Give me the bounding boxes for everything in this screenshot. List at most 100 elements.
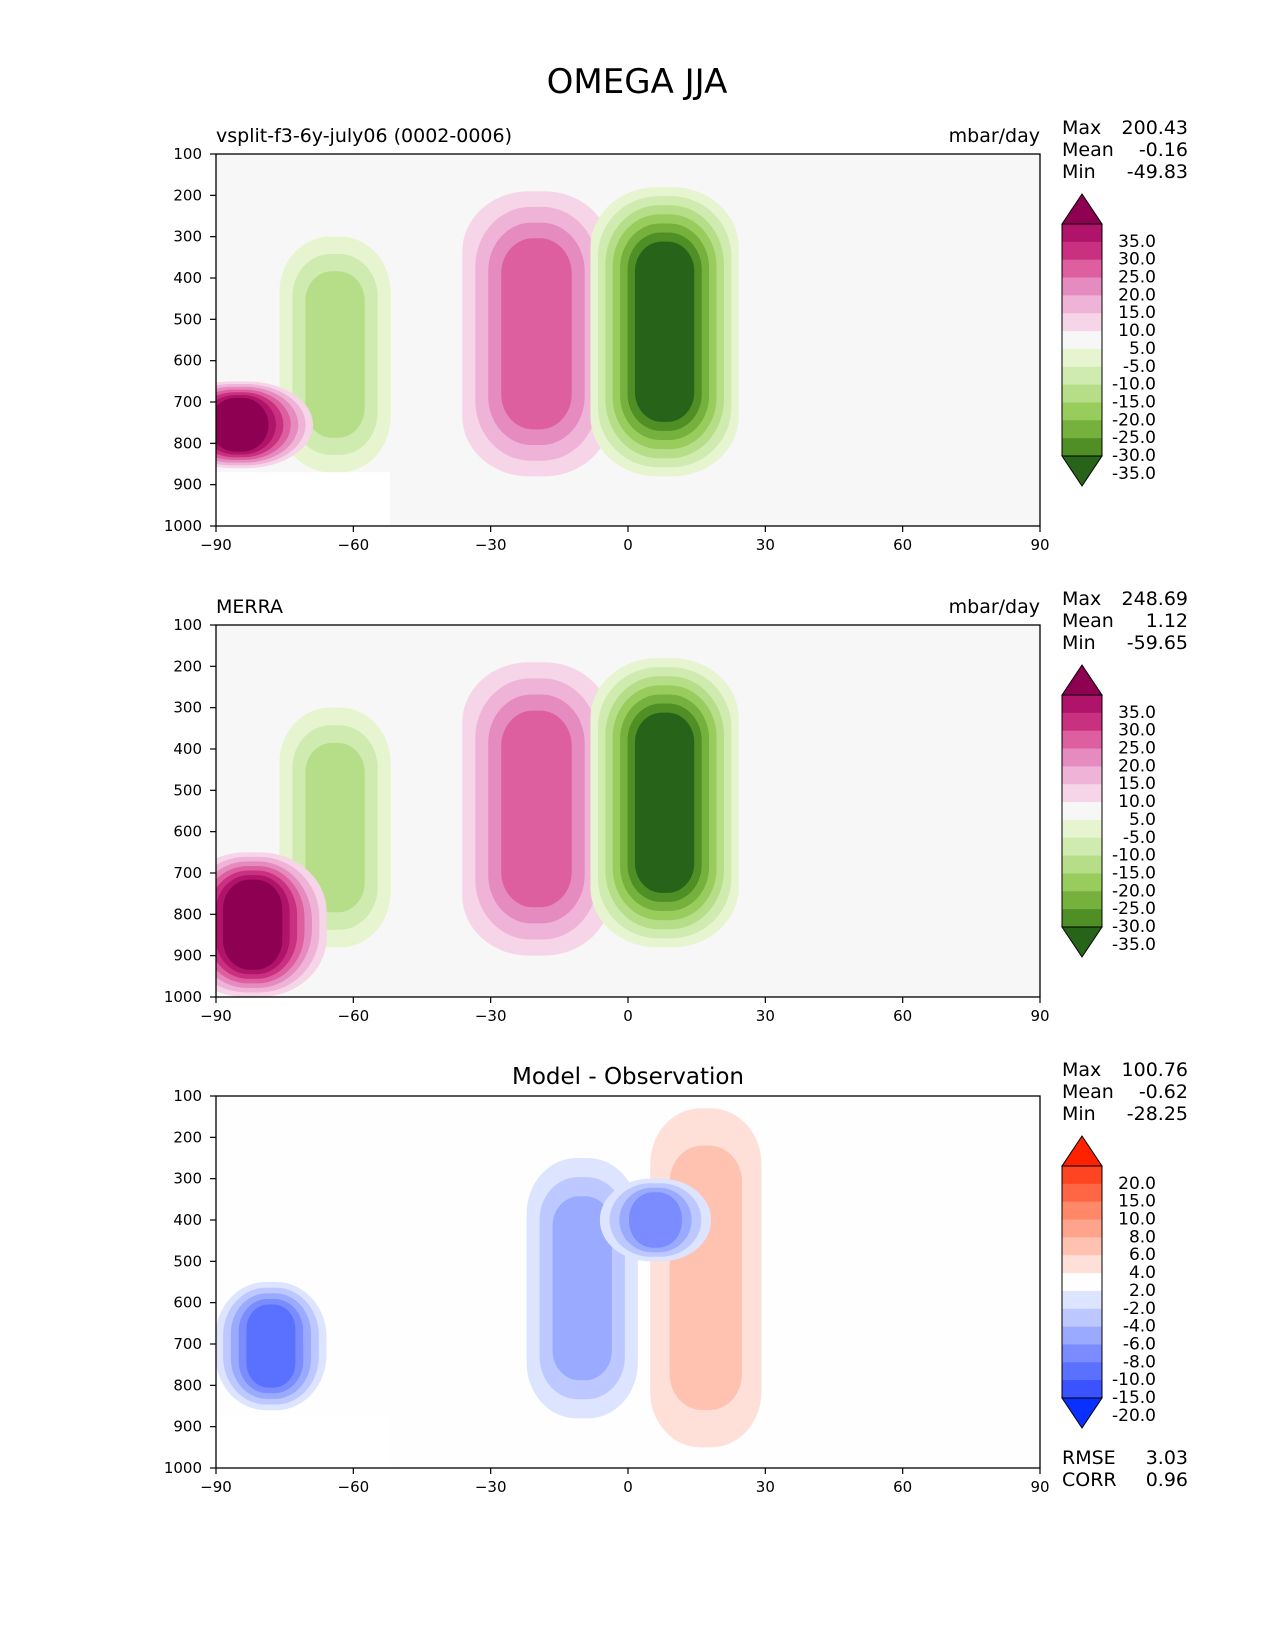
colorbar-segment bbox=[1062, 420, 1102, 439]
panel-title: MERRA bbox=[216, 596, 283, 618]
metric-label: RMSE bbox=[1062, 1447, 1116, 1469]
stat-value: 248.69 bbox=[1122, 588, 1188, 610]
y-tick-label: 300 bbox=[173, 699, 202, 717]
x-tick-label: 60 bbox=[893, 536, 912, 554]
masked-region bbox=[216, 472, 390, 526]
y-tick-label: 500 bbox=[173, 1252, 202, 1270]
x-tick-label: 0 bbox=[623, 536, 633, 554]
stat-value: -28.25 bbox=[1127, 1103, 1188, 1125]
contour-feature bbox=[216, 852, 327, 997]
y-tick-label: 800 bbox=[173, 1376, 202, 1394]
y-tick-label: 500 bbox=[173, 781, 202, 799]
colorbar-segment bbox=[1062, 730, 1102, 750]
contour-level bbox=[634, 241, 695, 422]
stats-block: Max 100.76 Mean -0.62 Min -28.25 bbox=[1062, 1059, 1188, 1125]
colorbar-segment bbox=[1062, 1201, 1102, 1221]
y-tick-label: 800 bbox=[173, 434, 202, 452]
colorbar-segment bbox=[1062, 1166, 1102, 1185]
colorbar-label: -35.0 bbox=[1112, 935, 1156, 955]
x-tick-label: 90 bbox=[1030, 1007, 1049, 1025]
colorbar-frame bbox=[1061, 223, 1103, 457]
x-tick-label: 0 bbox=[623, 1478, 633, 1496]
y-tick-label: 200 bbox=[173, 657, 202, 675]
contour-feature bbox=[590, 187, 739, 477]
colorbar-label: 25.0 bbox=[1118, 268, 1156, 288]
contour-level bbox=[246, 1304, 296, 1388]
colorbar-segment bbox=[1062, 259, 1102, 279]
units-label: mbar/day bbox=[949, 596, 1040, 618]
colorbar-label: -25.0 bbox=[1112, 899, 1156, 919]
colorbar-label: 10.0 bbox=[1118, 321, 1156, 341]
colorbar-label: 6.0 bbox=[1129, 1245, 1156, 1265]
colorbar-segment bbox=[1062, 438, 1102, 457]
contour-level bbox=[305, 742, 365, 913]
colorbar-segment bbox=[1062, 313, 1102, 332]
colorbar-label: 20.0 bbox=[1118, 1174, 1156, 1194]
colorbar-label: 30.0 bbox=[1118, 721, 1156, 741]
y-tick-label: 100 bbox=[173, 616, 202, 634]
colorbar-label: -30.0 bbox=[1112, 917, 1156, 937]
panels: −90 −60 −30 0 30 60 90100200300400500600700800… bbox=[164, 117, 1188, 1496]
colorbar-segment bbox=[1062, 331, 1102, 350]
colorbar-extend-bottom bbox=[1061, 926, 1103, 958]
colorbar-label: 5.0 bbox=[1129, 810, 1156, 830]
colorbar-extend-bottom bbox=[1061, 455, 1103, 487]
contour-feature bbox=[462, 191, 611, 477]
x-tick-label: 90 bbox=[1030, 536, 1049, 554]
x-tick-label: −30 bbox=[475, 536, 507, 554]
x-tick-label: 60 bbox=[893, 1478, 912, 1496]
x-tick-label: 30 bbox=[756, 1007, 775, 1025]
colorbar-label: -5.0 bbox=[1123, 357, 1156, 377]
colorbar-segment bbox=[1062, 1273, 1102, 1292]
x-tick-label: −30 bbox=[475, 1007, 507, 1025]
y-tick-label: 600 bbox=[173, 352, 202, 370]
contour-feature bbox=[650, 1108, 762, 1448]
stat-label: Min bbox=[1062, 632, 1096, 654]
colorbar-label: -6.0 bbox=[1123, 1334, 1156, 1354]
colorbar-label: 15.0 bbox=[1118, 774, 1156, 794]
units-label: mbar/day bbox=[949, 125, 1040, 147]
colorbar-segment bbox=[1062, 366, 1102, 386]
colorbar-label: 35.0 bbox=[1118, 703, 1156, 723]
colorbar-label: -35.0 bbox=[1112, 464, 1156, 484]
y-tick-label: 400 bbox=[173, 269, 202, 287]
x-tick-label: −60 bbox=[338, 536, 370, 554]
colorbar-frame bbox=[1061, 694, 1103, 928]
contour-feature bbox=[590, 658, 739, 948]
colorbar-label: 2.0 bbox=[1129, 1281, 1156, 1301]
stat-label: Min bbox=[1062, 1103, 1096, 1125]
contour-fields bbox=[216, 1108, 762, 1468]
colorbar-label: -15.0 bbox=[1112, 392, 1156, 412]
panel-reference: −90 −60 −30 0 30 60 90 100 200 300 400 500 600 700 800… bbox=[164, 588, 1188, 1025]
colorbar-segment bbox=[1062, 1219, 1102, 1238]
x-tick-label: 30 bbox=[756, 1478, 775, 1496]
colorbar-label: 15.0 bbox=[1118, 303, 1156, 323]
stat-value: -0.62 bbox=[1139, 1081, 1188, 1103]
colorbar-label: -5.0 bbox=[1123, 828, 1156, 848]
contour-level bbox=[305, 271, 365, 438]
colorbar-label: -20.0 bbox=[1112, 1406, 1156, 1426]
colorbar-label: -2.0 bbox=[1123, 1299, 1156, 1319]
x-axis: −90 −60 −30 0 30 60 90 bbox=[200, 1468, 1050, 1496]
colorbar-label: 10.0 bbox=[1118, 1210, 1156, 1230]
contour-level bbox=[501, 238, 572, 430]
colorbar-label: 5.0 bbox=[1129, 339, 1156, 359]
colorbar: 35.030.025.020.015.010.05.0-5.0-10.0-15.… bbox=[1061, 193, 1156, 487]
y-tick-label: 700 bbox=[173, 1335, 202, 1353]
colorbar-segment bbox=[1062, 748, 1102, 767]
colorbar-label: -15.0 bbox=[1112, 863, 1156, 883]
stat-value: 200.43 bbox=[1122, 117, 1188, 139]
colorbar-label: 4.0 bbox=[1129, 1263, 1156, 1283]
metric-value: 0.96 bbox=[1146, 1469, 1188, 1491]
colorbar-label: -20.0 bbox=[1112, 410, 1156, 430]
colorbar-segment bbox=[1062, 402, 1102, 421]
y-tick-label: 200 bbox=[173, 1128, 202, 1146]
colorbar-segment bbox=[1062, 784, 1102, 803]
colorbar-label: 8.0 bbox=[1129, 1227, 1156, 1247]
x-tick-label: 60 bbox=[893, 1007, 912, 1025]
x-tick-label: −60 bbox=[338, 1478, 370, 1496]
contour-level bbox=[634, 712, 695, 893]
x-axis: −90 −60 −30 0 30 60 90 bbox=[200, 526, 1050, 554]
stat-label: Mean bbox=[1062, 1081, 1114, 1103]
